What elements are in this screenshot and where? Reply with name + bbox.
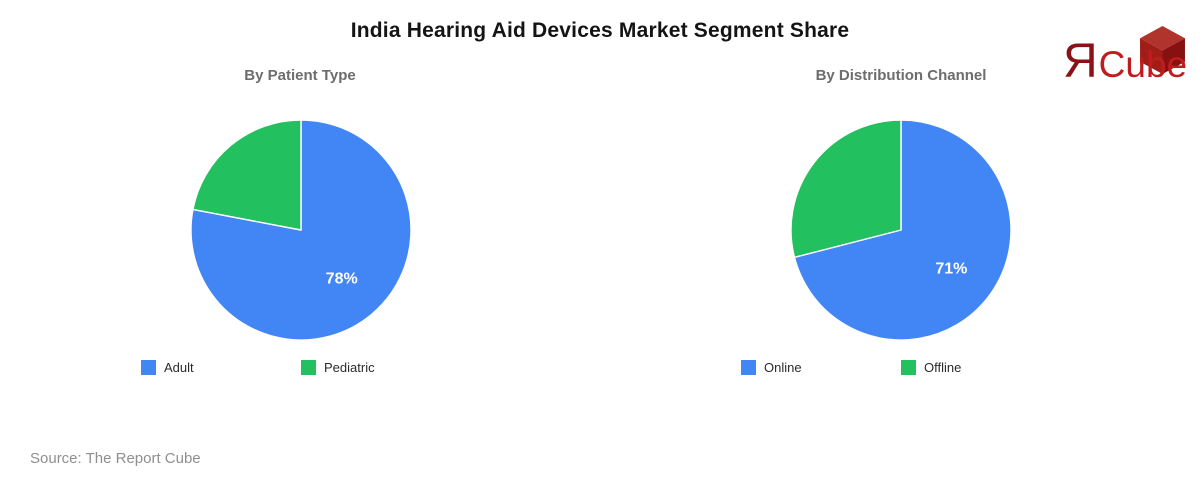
legend-item-adult: Adult xyxy=(141,360,301,375)
logo-symbol: Я xyxy=(1063,35,1098,88)
cube-right-face xyxy=(1162,38,1185,74)
legend-label: Adult xyxy=(164,360,194,375)
legend-label: Online xyxy=(764,360,802,375)
pie-value-label: 78% xyxy=(326,271,358,288)
legend-swatch xyxy=(301,360,316,375)
pie-slice-offline xyxy=(790,119,902,259)
legend-item-online: Online xyxy=(741,360,901,375)
pie-chart-distribution-channel: 71% xyxy=(790,119,1012,341)
legend-distribution-channel: Online Offline xyxy=(741,360,1061,375)
source-note: Source: The Report Cube xyxy=(30,450,201,467)
cube-icon xyxy=(1140,26,1185,74)
legend-label: Offline xyxy=(924,360,962,375)
page-title: India Hearing Aid Devices Market Segment… xyxy=(350,19,850,42)
chart-subtitle-distribution-channel: By Distribution Channel xyxy=(815,67,987,84)
legend-patient-type: Adult Pediatric xyxy=(141,360,461,375)
legend-item-pediatric: Pediatric xyxy=(301,360,461,375)
legend-item-offline: Offline xyxy=(901,360,1061,375)
legend-swatch xyxy=(141,360,156,375)
chart-subtitle-patient-type: By Patient Type xyxy=(244,67,356,84)
legend-swatch xyxy=(901,360,916,375)
pie-slice-online xyxy=(793,119,1012,341)
pie-slice-pediatric xyxy=(192,119,302,231)
legend-swatch xyxy=(741,360,756,375)
cube-left-face xyxy=(1140,38,1163,74)
pie-value-label: 71% xyxy=(935,261,967,278)
cube-top-face xyxy=(1140,26,1185,51)
logo-text: ЯCube xyxy=(1063,35,1188,88)
logo-name: Cube xyxy=(1098,44,1188,85)
legend-label: Pediatric xyxy=(324,360,375,375)
report-cube-logo: ЯCube xyxy=(1063,25,1188,88)
pie-chart-patient-type: 78% xyxy=(190,119,412,341)
